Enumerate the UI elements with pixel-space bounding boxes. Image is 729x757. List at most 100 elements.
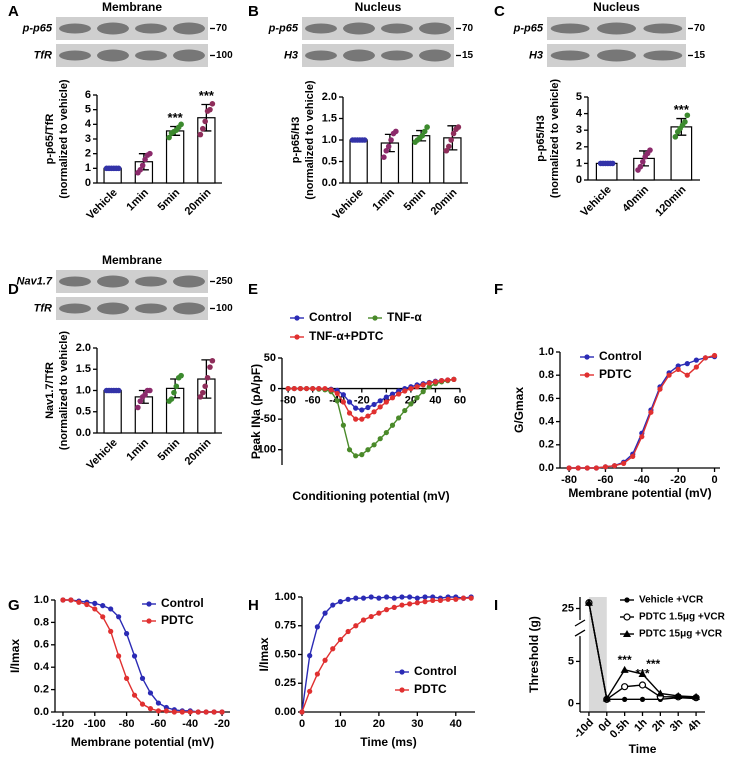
data-point [432, 379, 439, 385]
data-point [345, 628, 351, 635]
data-point [437, 597, 443, 604]
y-axis-label: p-p65/TfR [44, 114, 56, 165]
legend-label: Vehicle +VCR [639, 595, 704, 606]
blot-band [419, 49, 451, 62]
x-tick-label: Vehicle [331, 187, 366, 222]
data-point [420, 389, 426, 395]
data-point [684, 361, 690, 367]
data-point [396, 415, 402, 421]
y-tick-label: 0.8 [34, 616, 49, 628]
data-point [92, 606, 98, 612]
data-point [396, 391, 402, 397]
data-point [385, 143, 392, 150]
y-axis-label: p-p65/H3 [290, 117, 302, 163]
data-point [450, 130, 457, 137]
y-tick-label: 4 [85, 118, 92, 130]
data-point [147, 706, 154, 712]
legend-marker [146, 601, 152, 607]
y-tick-label: 1.00 [275, 591, 296, 603]
data-point [340, 422, 346, 428]
data-point [584, 465, 590, 471]
y-tick-label: 0.5 [322, 155, 337, 167]
data-point [322, 610, 328, 616]
blot [302, 17, 454, 40]
data-point [622, 696, 628, 702]
data-point [424, 124, 430, 130]
data-point [346, 410, 353, 416]
data-point [383, 394, 389, 400]
blot-band [135, 23, 167, 34]
x-tick-label: 0 [299, 718, 305, 730]
y-tick-label: 3 [85, 133, 91, 145]
blot-band [550, 50, 590, 61]
data-point [656, 689, 665, 697]
data-point [76, 599, 82, 605]
data-point [139, 162, 146, 169]
data-point [391, 595, 397, 601]
data-point [285, 385, 291, 392]
panel-letter: G [8, 597, 20, 614]
data-point [328, 387, 334, 393]
data-point [199, 389, 206, 396]
y-tick-label: 0.4 [539, 416, 555, 428]
data-point [399, 602, 405, 608]
data-point [383, 399, 389, 405]
legend-label: Control [309, 310, 352, 324]
data-point [202, 118, 208, 125]
data-point [173, 383, 180, 390]
significance: *** [168, 110, 184, 125]
data-point [123, 675, 130, 682]
data-point [171, 709, 177, 715]
y-tick-label: 0.25 [275, 677, 296, 689]
blot-band [419, 22, 451, 35]
data-point [361, 137, 368, 143]
x-tick-label: 1min [124, 187, 151, 214]
x-tick-label: -80 [280, 394, 296, 406]
data-point [383, 594, 390, 600]
legend-label: TNF-α [387, 310, 422, 324]
x-tick-label: -60 [305, 394, 321, 406]
y-tick-label: 5 [576, 91, 582, 103]
bar [103, 389, 122, 434]
y-axis-label: (normalized to vehicle) [549, 79, 561, 199]
blot-marker: 70 [694, 23, 706, 34]
data-point [137, 398, 144, 404]
x-tick-label: -40 [634, 474, 650, 486]
data-point [197, 131, 204, 138]
x-tick-label: 0.5h [608, 716, 632, 740]
x-axis-label: Time [629, 742, 657, 756]
x-tick-label: 40min [620, 183, 651, 214]
data-point [291, 385, 297, 392]
blot-title: Nucleus [593, 0, 640, 14]
bar [349, 139, 368, 184]
data-point [142, 391, 148, 398]
blot-title: Membrane [102, 0, 162, 14]
series-line [62, 599, 223, 713]
panel-letter: D [8, 281, 19, 298]
significance: *** [199, 88, 215, 103]
x-tick-label: 0 [711, 474, 717, 486]
legend-marker [294, 334, 300, 340]
y-tick-label: 0.2 [539, 439, 554, 451]
data-point [123, 631, 130, 637]
blot-marker: 100 [216, 50, 233, 61]
data-point [178, 372, 184, 379]
data-point [648, 409, 654, 415]
blot-band [381, 23, 413, 34]
y-tick-label: 2.0 [76, 342, 91, 354]
blot-marker: 15 [694, 50, 706, 61]
data-point [203, 709, 209, 715]
blot-title: Membrane [102, 253, 162, 267]
x-tick-label: -20 [214, 718, 230, 730]
y-axis-label: p-p65/H3 [535, 115, 547, 161]
data-point [445, 377, 451, 383]
data-point [360, 617, 367, 623]
data-point [383, 147, 390, 154]
data-point [407, 601, 413, 607]
y-tick-label: 0.0 [76, 427, 91, 439]
x-axis-label: Conditioning potential (mV) [292, 489, 449, 503]
data-point [422, 594, 428, 600]
panel-letter: B [248, 3, 259, 20]
blot [56, 44, 208, 67]
x-tick-label: 40 [429, 394, 441, 406]
